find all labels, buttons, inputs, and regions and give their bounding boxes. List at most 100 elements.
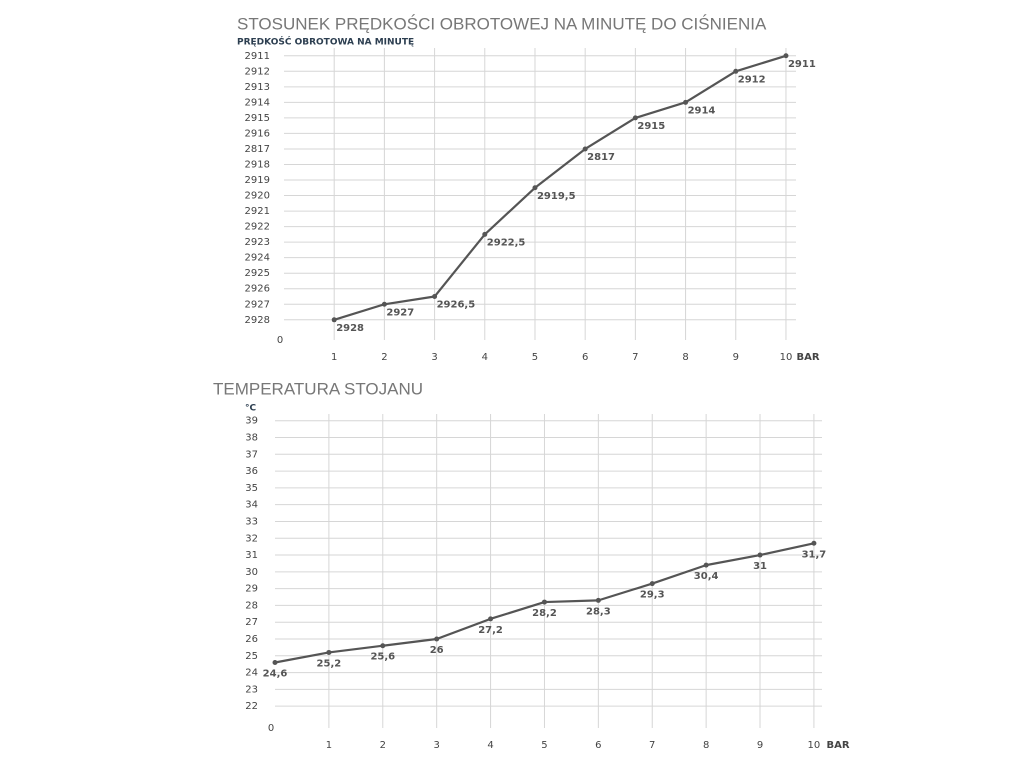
value-label: 30,4 xyxy=(694,571,719,582)
y-tick-label: 24 xyxy=(245,668,258,679)
x-tick-label: 9 xyxy=(757,740,763,751)
value-label: 26 xyxy=(430,645,444,656)
y-tick-label: 32 xyxy=(245,533,258,544)
data-point xyxy=(733,68,739,74)
x-tick-label: 5 xyxy=(532,352,538,363)
y-tick-label: 33 xyxy=(245,516,258,527)
x-tick-label: 5 xyxy=(541,740,547,751)
y-tick-label: 2921 xyxy=(245,206,270,217)
y-tick-label: 2926 xyxy=(245,284,270,295)
x-axis-label: BAR xyxy=(796,352,819,363)
y-tick-label: 22 xyxy=(245,701,258,712)
y-tick-label: 2915 xyxy=(245,113,270,124)
y-axis-label: °C xyxy=(245,404,257,414)
x-tick-label: 1 xyxy=(331,352,337,363)
value-label: 28,2 xyxy=(532,608,557,619)
origin-label: 0 xyxy=(268,723,274,734)
x-tick-label: 1 xyxy=(326,740,332,751)
y-tick-label: 2928 xyxy=(245,315,270,326)
y-tick-label: 30 xyxy=(245,567,258,578)
data-point xyxy=(783,53,789,59)
value-label: 2912 xyxy=(738,74,766,85)
x-axis-label: BAR xyxy=(826,740,849,751)
value-label: 25,6 xyxy=(370,652,395,663)
y-tick-label: 2913 xyxy=(245,82,270,93)
data-point xyxy=(432,294,438,300)
value-label: 29,3 xyxy=(640,590,665,601)
y-tick-label: 2927 xyxy=(245,299,270,310)
data-point xyxy=(811,540,817,546)
y-tick-label: 36 xyxy=(245,466,258,477)
y-tick-label: 2922 xyxy=(245,222,270,233)
data-point xyxy=(272,660,278,666)
y-tick-label: 26 xyxy=(245,634,258,645)
value-label: 2919,5 xyxy=(537,191,576,202)
value-label: 31 xyxy=(753,561,767,572)
y-tick-label: 27 xyxy=(245,617,258,628)
data-point xyxy=(632,115,638,121)
value-label: 2926,5 xyxy=(437,300,476,311)
y-tick-label: 2918 xyxy=(245,159,270,170)
value-label: 28,3 xyxy=(586,606,611,617)
y-tick-label: 2920 xyxy=(245,191,270,202)
data-point xyxy=(488,616,494,622)
y-tick-label: 37 xyxy=(245,449,258,460)
value-label: 24,6 xyxy=(263,669,288,680)
y-tick-label: 2911 xyxy=(245,51,270,62)
x-tick-label: 6 xyxy=(595,740,601,751)
x-tick-label: 9 xyxy=(733,352,739,363)
data-point xyxy=(703,562,709,568)
value-label: 2928 xyxy=(336,323,364,334)
data-point xyxy=(532,185,538,191)
y-tick-label: 35 xyxy=(245,483,258,494)
data-point xyxy=(331,317,337,323)
y-tick-label: 2919 xyxy=(245,175,270,186)
x-tick-label: 7 xyxy=(649,740,655,751)
x-tick-label: 2 xyxy=(381,352,387,363)
y-tick-label: 29 xyxy=(245,584,258,595)
x-tick-label: 6 xyxy=(582,352,588,363)
y-tick-label: 28 xyxy=(245,600,258,611)
data-point xyxy=(381,301,387,307)
value-label: 2914 xyxy=(688,105,716,116)
x-tick-label: 7 xyxy=(632,352,638,363)
data-point xyxy=(482,231,488,237)
origin-label: 0 xyxy=(277,335,283,346)
data-point xyxy=(434,636,440,642)
y-tick-label: 2817 xyxy=(245,144,270,155)
value-label: 2817 xyxy=(587,152,615,163)
y-tick-label: 23 xyxy=(245,684,258,695)
chart-title: TEMPERATURA STOJANU xyxy=(213,379,423,398)
data-point xyxy=(757,552,763,558)
value-label: 2927 xyxy=(386,307,414,318)
data-point xyxy=(380,643,386,649)
y-tick-label: 2923 xyxy=(245,237,270,248)
y-tick-label: 2914 xyxy=(245,97,270,108)
y-tick-label: 2912 xyxy=(245,66,270,77)
value-label: 2915 xyxy=(637,121,665,132)
y-tick-label: 34 xyxy=(245,500,258,511)
data-line xyxy=(333,54,787,321)
y-tick-label: 2924 xyxy=(245,253,270,264)
value-label: 2922,5 xyxy=(487,237,526,248)
x-tick-label: 10 xyxy=(780,352,793,363)
y-axis-label: PRĘDKOŚĆ OBROTOWA NA MINUTĘ xyxy=(237,36,414,48)
x-tick-label: 2 xyxy=(380,740,386,751)
data-point xyxy=(649,581,655,587)
x-tick-label: 3 xyxy=(433,740,439,751)
value-label: 31,7 xyxy=(802,549,827,560)
data-point xyxy=(582,146,588,152)
value-label: 27,2 xyxy=(478,625,503,636)
data-point xyxy=(683,99,689,105)
y-tick-label: 39 xyxy=(245,416,258,427)
x-tick-label: 3 xyxy=(431,352,437,363)
data-point xyxy=(595,597,601,603)
data-point xyxy=(326,649,332,655)
y-tick-label: 2925 xyxy=(245,268,270,279)
x-tick-label: 8 xyxy=(703,740,709,751)
x-tick-label: 4 xyxy=(487,740,493,751)
value-label: 2911 xyxy=(788,59,816,70)
y-tick-label: 31 xyxy=(245,550,258,561)
x-tick-label: 4 xyxy=(482,352,488,363)
